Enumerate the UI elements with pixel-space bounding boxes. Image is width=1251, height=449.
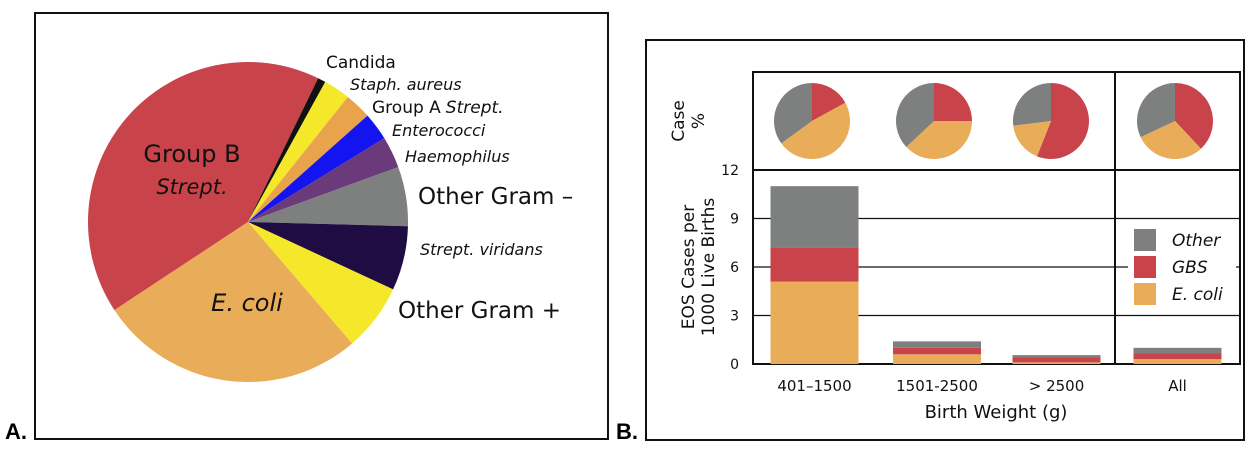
- case-label-1: Case: [669, 100, 689, 142]
- pie-a-label-3: Candida: [326, 53, 396, 73]
- small-pie-1-slice-1: [906, 121, 972, 159]
- bar-0-1: [770, 247, 859, 282]
- y-tick-label: 9: [730, 212, 739, 228]
- panel-b-letter: B.: [616, 419, 638, 444]
- pie-slice-9: [114, 222, 353, 382]
- pie-a-label-5: Haemophilus: [405, 147, 510, 166]
- legend-label: E. coli: [1172, 285, 1223, 305]
- y-tick-label: 0: [730, 357, 739, 373]
- bar-3-1: [1133, 353, 1222, 360]
- bar-chart-b: 0 3 6 9 12 401–1500 1501-2500 > 2500 All Birth We…: [679, 71, 1241, 423]
- pie-slice-7: [248, 222, 408, 290]
- pie-a-label-group-a: Group A Strept.: [372, 98, 504, 118]
- pie-a-label-7: Other Gram –: [418, 184, 573, 210]
- bar-0-0: [770, 281, 859, 364]
- legend-label: GBS: [1172, 258, 1208, 278]
- y-tick-label: 6: [730, 260, 739, 276]
- bar-2-1: [1012, 357, 1101, 363]
- legend-swatch: [1134, 283, 1156, 305]
- x-tick-label: > 2500: [1029, 377, 1085, 395]
- small-pie-0-slice-1: [781, 102, 851, 160]
- pie-a-label-2: E. coli: [211, 289, 283, 317]
- y-tick-label: 12: [721, 163, 739, 179]
- pie-slice-0: [87, 61, 319, 311]
- pie-slice-4: [248, 115, 385, 222]
- legend-label: Other: [1172, 231, 1221, 251]
- bar-2-0: [1012, 362, 1101, 364]
- pie-a-label-group-a-1: Group A: [372, 98, 441, 118]
- x-axis-title: Birth Weight (g): [925, 402, 1068, 423]
- x-tick-label: All: [1168, 377, 1187, 395]
- pie-slice-2: [248, 81, 348, 223]
- bar-3-2: [1133, 347, 1222, 354]
- pie-slice-1: [248, 78, 326, 222]
- pie-a-label-8: Strept. viridans: [420, 240, 543, 259]
- bar-1-0: [893, 354, 981, 364]
- case-percent-label: Case%: [669, 100, 709, 142]
- pie-a-label-group-a-2: Strept.: [446, 98, 504, 118]
- legend-swatch: [1134, 229, 1156, 251]
- pie-slice-8: [248, 222, 394, 344]
- small-pie-2-slice-0: [1037, 83, 1090, 159]
- pie-chart-a-labels: Group B Strept. E. coli Candida Staph. aureu…: [143, 53, 573, 324]
- small-pie-3-slice-2: [1137, 83, 1175, 138]
- legend-swatch: [1134, 256, 1156, 278]
- small-pies-b: Case%: [669, 83, 1213, 160]
- x-tick-label: 1501-2500: [896, 377, 978, 395]
- bar-1-1: [893, 347, 981, 355]
- pie-slice-6: [248, 167, 408, 227]
- pie-a-label-0: Group B: [143, 140, 240, 168]
- small-pie-3-slice-1: [1140, 121, 1202, 159]
- pie-a-label-9: Other Gram +: [398, 298, 561, 324]
- small-pie-0-slice-0: [812, 83, 846, 121]
- panel-a-letter: A.: [5, 419, 27, 444]
- pie-slice-5: [248, 138, 399, 222]
- small-pie-1-slice-2: [896, 83, 934, 148]
- small-pie-2-slice-1: [1013, 121, 1051, 157]
- pie-a-label-4: Staph. aureus: [350, 75, 462, 94]
- x-tick-label: 401–1500: [777, 377, 851, 395]
- pie-chart-a: [87, 61, 408, 382]
- pie-a-label-6: Enterococci: [392, 121, 486, 140]
- bar-1-2: [893, 341, 981, 348]
- bar-3-0: [1133, 359, 1222, 364]
- y-axis-title-1: EOS Cases per: [679, 205, 699, 329]
- small-pie-3-slice-0: [1175, 83, 1213, 149]
- bar-2-2: [1012, 355, 1101, 358]
- small-pie-0-slice-2: [773, 83, 812, 144]
- pie-a-label-1: Strept.: [156, 175, 227, 199]
- small-pie-2-slice-2: [1013, 83, 1051, 126]
- pie-slice-3: [248, 96, 368, 222]
- bar-0-2: [770, 186, 859, 248]
- y-axis-title-2: 1000 Live Births: [699, 198, 719, 337]
- case-label-2: %: [689, 113, 709, 129]
- y-axis-title: EOS Cases per1000 Live Births: [679, 198, 719, 337]
- y-tick-label: 3: [730, 309, 739, 325]
- small-pie-1-slice-0: [934, 83, 972, 121]
